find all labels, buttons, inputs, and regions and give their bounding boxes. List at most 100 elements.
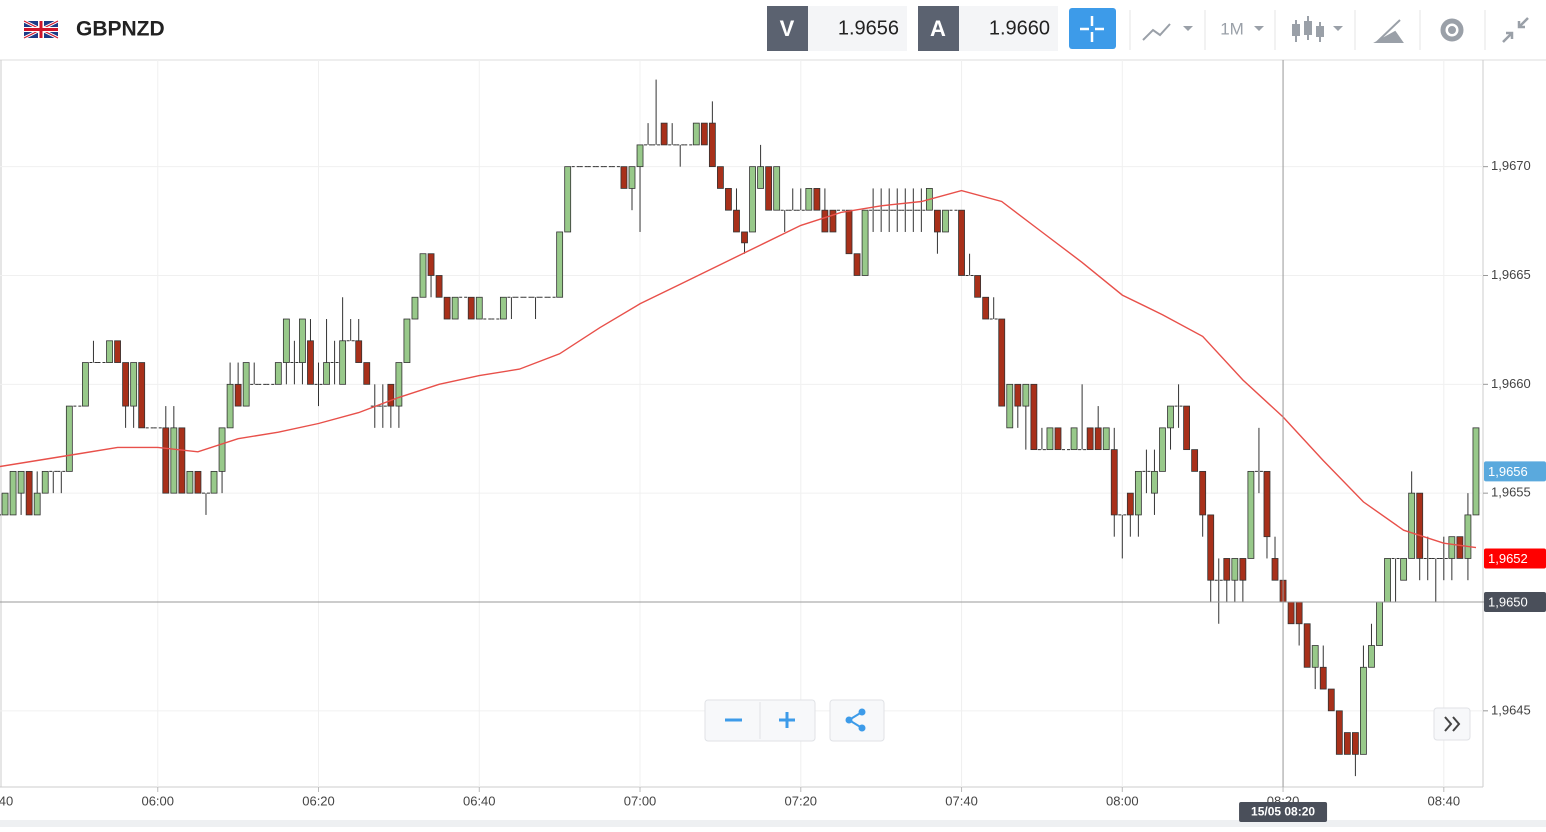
candle-body	[765, 166, 773, 211]
y-tick-label: 1,9670	[1491, 158, 1531, 173]
x-tick-label: 07:00	[624, 793, 657, 808]
candle-body	[106, 340, 113, 363]
share-button[interactable]	[829, 699, 885, 742]
buy-button[interactable]	[918, 6, 959, 51]
candle-body	[853, 253, 861, 276]
candle-body	[1416, 492, 1424, 559]
toolbar-separators	[1129, 10, 1486, 50]
candle-body	[942, 209, 949, 233]
candle-body	[435, 275, 443, 298]
candle-body	[1400, 558, 1408, 581]
candle-body	[556, 231, 564, 298]
candle-body	[1183, 405, 1190, 451]
price-tag-label: 1,9650	[1488, 594, 1528, 609]
candle-body	[1327, 688, 1335, 712]
buy-price-box	[959, 6, 1058, 51]
candle-body	[25, 470, 33, 516]
candle-body	[122, 362, 130, 407]
candle-body	[282, 318, 290, 363]
bottom-strip	[0, 820, 1546, 827]
candle-body	[725, 188, 732, 211]
candle-body	[628, 166, 636, 189]
candle-body	[1408, 492, 1416, 559]
candle-body	[178, 427, 186, 494]
candle-body	[700, 122, 708, 146]
candle-body	[998, 318, 1006, 407]
candle-body	[1022, 383, 1030, 407]
candle-body	[339, 340, 347, 385]
candle-body	[242, 362, 250, 407]
candle-body	[636, 144, 644, 168]
price-tag	[1484, 591, 1546, 612]
candle-body	[1464, 514, 1472, 559]
candle-body	[564, 166, 572, 233]
candle-body	[427, 253, 435, 276]
crosshair-button[interactable]	[1069, 8, 1116, 49]
candle-body	[299, 318, 306, 363]
candle-body	[467, 296, 475, 320]
y-tick-label: 1,9660	[1491, 376, 1531, 391]
candle-body	[1223, 558, 1231, 581]
candle-body	[1110, 449, 1118, 516]
candle-body	[1319, 666, 1327, 690]
sell-price: 1.9656	[838, 17, 899, 39]
candle-body	[1311, 645, 1319, 668]
candle-body	[1151, 470, 1158, 494]
crosshair-time-label: 15/05 08:20	[1251, 805, 1315, 819]
sell-label: V	[780, 16, 795, 41]
candle-body	[1, 492, 9, 516]
candle-body	[1167, 405, 1174, 429]
candle-body	[1030, 383, 1038, 451]
candle-body	[1231, 558, 1239, 581]
candle-body	[1456, 536, 1464, 559]
y-tick-label: 1,9665	[1491, 267, 1531, 282]
sell-button[interactable]	[767, 6, 808, 51]
candle-body	[692, 122, 700, 146]
candle-body	[138, 362, 146, 429]
candle-body	[749, 166, 756, 233]
x-tick-label: 08:00	[1106, 793, 1139, 808]
candle-body	[186, 470, 194, 494]
x-tick-label: 05:40	[0, 793, 13, 808]
x-tick-label: 06:40	[463, 793, 496, 808]
candle-body	[861, 209, 869, 276]
candle-body	[813, 188, 821, 211]
candle-body	[130, 362, 138, 407]
timeframe[interactable]: 1M	[1220, 19, 1244, 38]
candle-body	[226, 383, 234, 429]
candle-body	[829, 209, 837, 233]
candle-body	[620, 166, 628, 189]
price-tag-label: 1,9656	[1488, 464, 1528, 479]
sell-price-box	[808, 6, 907, 51]
candle-body	[82, 362, 89, 407]
candle-body	[1271, 558, 1279, 581]
candle-body	[1094, 427, 1102, 451]
candle-body	[1070, 427, 1078, 451]
candle-body	[1054, 427, 1062, 451]
candle-body	[274, 362, 282, 385]
candle-body	[1472, 427, 1480, 516]
x-tick-label: 06:00	[141, 793, 174, 808]
candle-body	[757, 166, 764, 189]
candle-body	[708, 122, 716, 168]
candle-body	[387, 383, 395, 407]
candle-body	[1191, 449, 1199, 472]
candle-body	[9, 470, 17, 516]
toolbar-icons	[1142, 16, 1529, 43]
candle-body	[821, 209, 829, 233]
candle-body	[1303, 623, 1311, 668]
price-tag-label: 1,9652	[1488, 551, 1528, 566]
candle-body	[194, 470, 202, 494]
candle-body	[733, 209, 740, 233]
candle-body	[499, 296, 507, 320]
candle-body	[1247, 470, 1255, 559]
candle-body	[1207, 514, 1215, 581]
candle-body	[1006, 383, 1014, 429]
candle-body	[411, 296, 419, 320]
x-tick-label: 08:40	[1428, 793, 1461, 808]
candle-body	[65, 405, 73, 472]
y-tick-label: 1,9655	[1491, 485, 1531, 500]
candle-body	[1046, 427, 1054, 451]
